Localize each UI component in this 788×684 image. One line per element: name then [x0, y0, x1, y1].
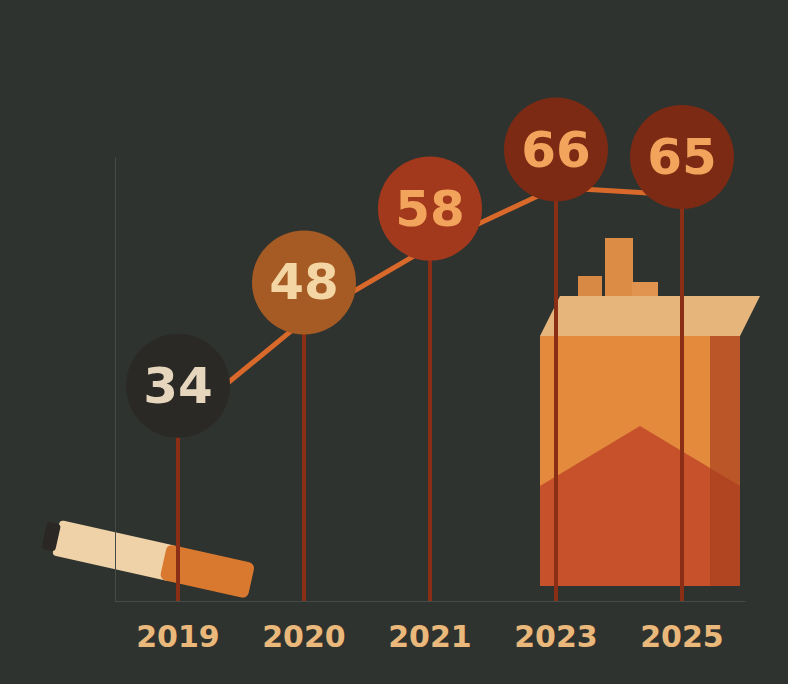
svg-text:58: 58	[395, 180, 465, 238]
svg-text:2020: 2020	[262, 619, 346, 654]
svg-text:34: 34	[143, 357, 213, 415]
svg-text:48: 48	[269, 253, 339, 311]
svg-text:2025: 2025	[640, 619, 724, 654]
svg-text:2021: 2021	[388, 619, 472, 654]
svg-text:65: 65	[647, 128, 717, 186]
svg-text:2023: 2023	[514, 619, 598, 654]
svg-text:2019: 2019	[136, 619, 220, 654]
svg-text:66: 66	[521, 121, 591, 179]
